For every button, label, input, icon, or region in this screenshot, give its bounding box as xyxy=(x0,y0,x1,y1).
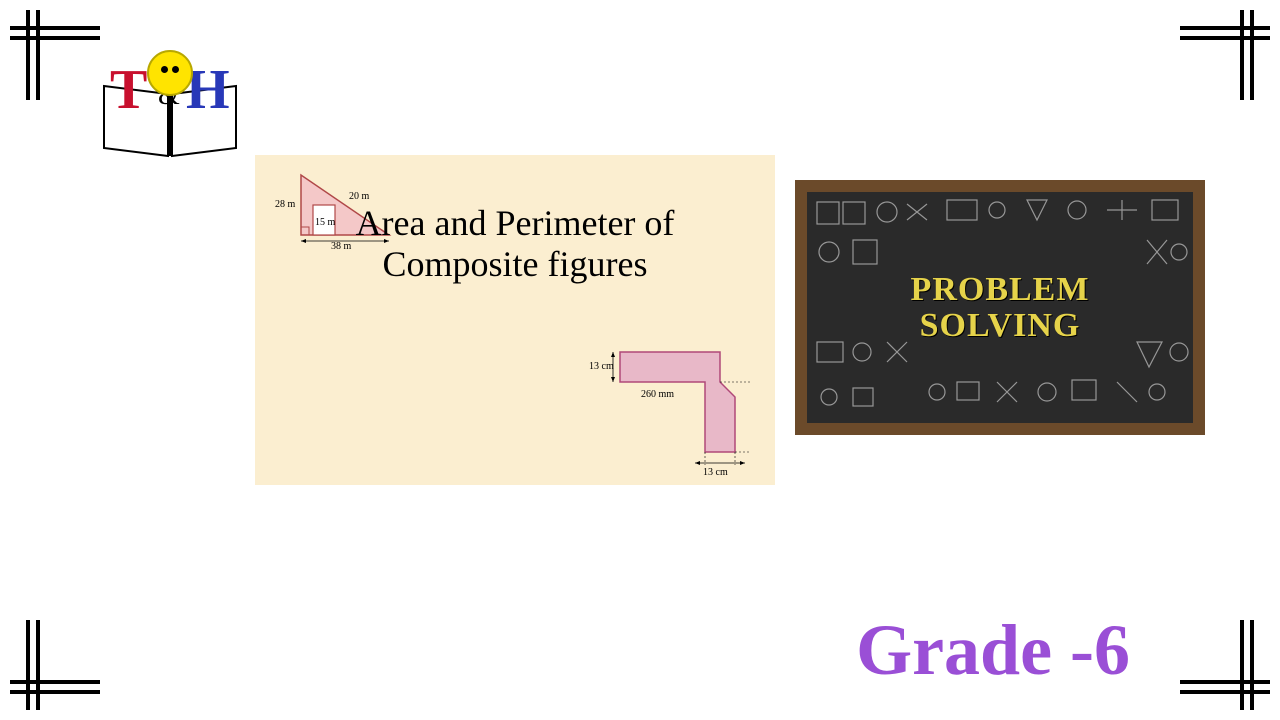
corner-br xyxy=(1180,620,1270,710)
svg-text:260 mm: 260 mm xyxy=(641,389,674,400)
smiley-icon xyxy=(147,50,193,96)
svg-text:13 cm: 13 cm xyxy=(703,467,728,477)
lshape-figure: 13 cm 260 mm 13 cm xyxy=(585,337,755,477)
chalkboard-inner: PROBLEM SOLVING xyxy=(807,192,1193,423)
corner-bl xyxy=(10,620,100,710)
chalkboard-text: PROBLEM SOLVING xyxy=(911,272,1090,343)
chalk-line-2: SOLVING xyxy=(911,308,1090,344)
corner-tl xyxy=(10,10,100,100)
corner-tr xyxy=(1180,10,1270,100)
grade-label: Grade -6 xyxy=(856,609,1130,692)
svg-text:20 m: 20 m xyxy=(349,191,370,202)
topic-panel: 28 m 15 m 20 m 38 m Area and Perimeter o… xyxy=(255,155,775,485)
logo-letter-t: T xyxy=(110,58,147,122)
topic-title: Area and Perimeter of Composite figures xyxy=(281,203,749,286)
chalkboard: PROBLEM SOLVING xyxy=(795,180,1205,435)
svg-text:13 cm: 13 cm xyxy=(589,361,614,372)
th-logo: T & H xyxy=(100,50,240,160)
chalk-line-1: PROBLEM xyxy=(911,272,1090,308)
